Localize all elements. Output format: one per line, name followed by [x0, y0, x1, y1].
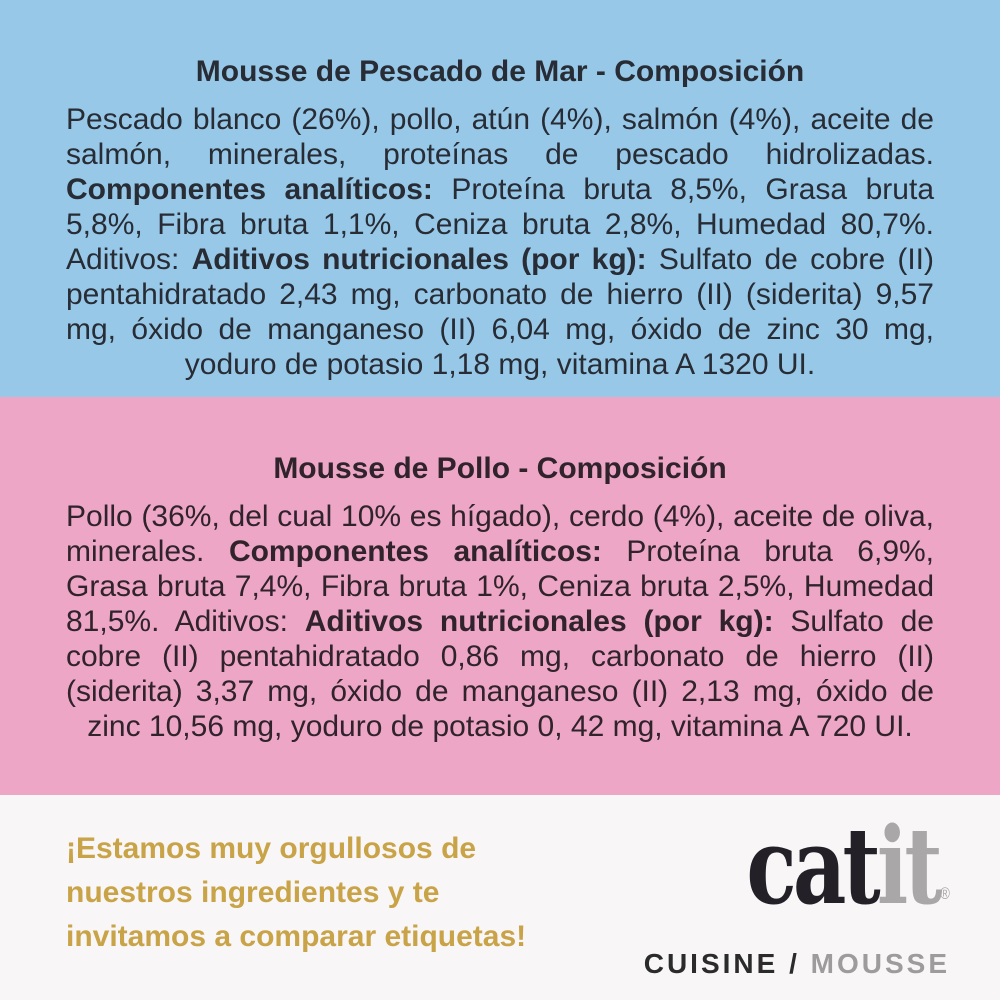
tagline-line: ¡Estamos muy orgullosos de	[66, 831, 477, 865]
logo-it-text: it	[876, 802, 943, 928]
chicken-ingredients-text: Pollo (36%, del cual 10% es hígado), cer…	[66, 500, 934, 568]
fish-analytical-values: Proteína bruta 8,5%, Grasa bruta 5,8%, F…	[66, 173, 934, 276]
chicken-composition-title: Mousse de Pollo - Composición	[273, 452, 727, 485]
logo-subtitle-mousse: MOUSSE	[810, 947, 950, 979]
section-fish-composition: Mousse de Pescado de Mar - Composición P…	[0, 0, 1000, 397]
logo-cat-text: cat	[746, 802, 880, 928]
chicken-additives-values: Sulfato de cobre (II) pentahidratado 0,8…	[66, 605, 934, 743]
fish-composition-text: Pescado blanco (26%), pollo, atún (4%), …	[66, 102, 934, 382]
chicken-analytical-label: Componentes analíticos:	[228, 535, 627, 568]
footer: ¡Estamos muy orgullosos de nuestros ingr…	[0, 795, 1000, 1000]
registered-mark-icon: ®	[940, 883, 950, 903]
chicken-composition-text: Pollo (36%, del cual 10% es hígado), cer…	[66, 499, 934, 744]
chicken-additives-label: Aditivos nutricionales (por kg):	[304, 605, 791, 638]
fish-analytical-label: Componentes analíticos:	[66, 173, 452, 206]
fish-ingredients-text: Pescado blanco (26%), pollo, atún (4%), …	[66, 103, 934, 171]
fish-additives-label: Aditivos nutricionales (por kg):	[191, 243, 659, 276]
tagline: ¡Estamos muy orgullosos de nuestros ingr…	[66, 827, 526, 959]
logo-subtitle: CUISINE / MOUSSE	[644, 948, 950, 980]
chicken-analytical-values: Proteína bruta 6,9%, Grasa bruta 7,4%, F…	[66, 535, 935, 638]
tagline-line: nuestros ingredientes y te	[66, 875, 440, 909]
logo-subtitle-cuisine: CUISINE /	[643, 947, 800, 979]
catit-wordmark: catit®	[746, 812, 950, 940]
fish-composition-title: Mousse de Pescado de Mar - Composición	[195, 55, 805, 88]
catit-logo: catit® CUISINE / MOUSSE	[644, 806, 950, 980]
section-chicken-composition: Mousse de Pollo - Composición Pollo (36%…	[0, 397, 1000, 795]
fish-additives-values: Sulfato de cobre (II) pentahidratado 2,4…	[66, 243, 935, 381]
tagline-line: invitamos a comparar etiquetas!	[66, 919, 527, 953]
